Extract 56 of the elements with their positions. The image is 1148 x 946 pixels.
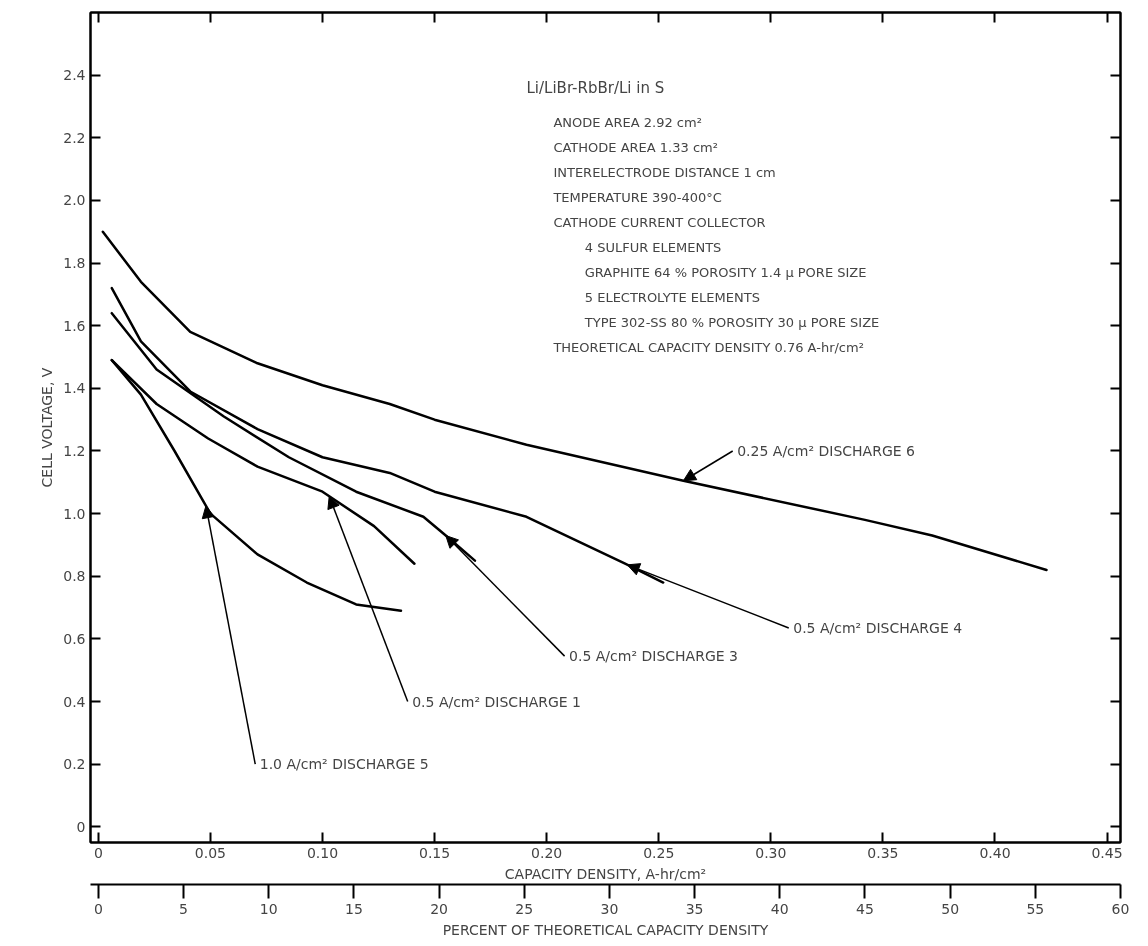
y-tick-label: 0.4: [63, 693, 86, 710]
y-tick-label: 1.0: [63, 505, 86, 522]
x2-tick-label: 5: [179, 900, 188, 917]
x-axis-title: CAPACITY DENSITY, A-hr/cm²: [504, 865, 707, 882]
y-tick-label: 2.4: [63, 67, 86, 84]
y-tick-label: 2.2: [63, 129, 86, 146]
x-tick-label: 0.35: [867, 844, 899, 861]
x-tick-label: 0.25: [643, 844, 675, 861]
text: 0.5 A/cm² DISCHARGE 3: [569, 648, 738, 665]
text: 0.5 A/cm² DISCHARGE 1: [412, 693, 582, 710]
y-axis-title: CELL VOLTAGE, V: [39, 367, 56, 488]
y-tick-label: 0.2: [63, 756, 86, 773]
x-tick-label: 0.40: [979, 844, 1011, 861]
x-tick-label: 0.15: [418, 844, 451, 861]
y-tick-label: 1.2: [63, 442, 86, 459]
x2-tick-label: 60: [1111, 900, 1130, 917]
x2-tick-label: 40: [770, 900, 789, 917]
annotation: TYPE 302-SS 80 % POROSITY 30 μ PORE SIZE: [583, 315, 880, 331]
x2-axis-title: PERCENT OF THEORETICAL CAPACITY DENSITY: [442, 921, 769, 938]
x-tick-label: 0.05: [194, 844, 227, 861]
annotation: TEMPERATURE 390-400°C: [552, 189, 722, 205]
x-tick-label: 0.30: [755, 844, 787, 861]
annotation: THEORETICAL CAPACITY DENSITY 0.76 A-hr/cm²: [552, 340, 864, 356]
annotation: Li/LiBr-RbBr/Li in S: [526, 78, 665, 97]
x-tick-label: 0: [93, 844, 103, 861]
x2-tick-label: 20: [430, 900, 448, 917]
y-tick-label: 1.8: [63, 255, 86, 272]
x2-tick-label: 50: [941, 900, 960, 917]
text: 0.5 A/cm² DISCHARGE 4: [793, 619, 963, 636]
x2-tick-label: 45: [856, 900, 874, 917]
x2-tick-label: 30: [600, 900, 619, 917]
annotation: INTERELECTRODE DISTANCE 1 cm: [553, 164, 776, 180]
annotation: GRAPHITE 64 % POROSITY 1.4 μ PORE SIZE: [584, 264, 867, 280]
annotation: CATHODE CURRENT COLLECTOR: [553, 214, 766, 230]
line-series: [101, 230, 1048, 572]
annotation: 4 SULFUR ELEMENTS: [584, 239, 722, 255]
y-tick-label: 1.6: [63, 317, 86, 334]
annotation: ANODE AREA 2.92 cm²: [553, 114, 702, 130]
y-tick-label: 0: [76, 818, 86, 835]
x-tick-label: 0.45: [1091, 844, 1123, 861]
x-tick-label: 0.20: [531, 844, 563, 861]
x-tick-label: 0.10: [306, 844, 339, 861]
text: 0.25 A/cm² DISCHARGE 6: [737, 442, 916, 459]
y-tick-label: 2.0: [63, 192, 86, 209]
x2-tick-label: 10: [259, 900, 278, 917]
y-tick-label: 1.4: [63, 380, 86, 397]
y-tick-label: 0.6: [63, 630, 86, 647]
y-tick-label: 0.8: [63, 568, 86, 585]
x2-tick-label: 35: [685, 900, 704, 917]
x2-tick-label: 25: [515, 900, 534, 917]
annotation: 5 ELECTROLYTE ELEMENTS: [584, 290, 760, 306]
x2-tick-label: 0: [93, 900, 103, 917]
x2-tick-label: 15: [344, 900, 363, 917]
x2-tick-label: 55: [1026, 900, 1045, 917]
annotation: CATHODE AREA 1.33 cm²: [553, 139, 718, 155]
text: 1.0 A/cm² DISCHARGE 5: [259, 756, 429, 773]
